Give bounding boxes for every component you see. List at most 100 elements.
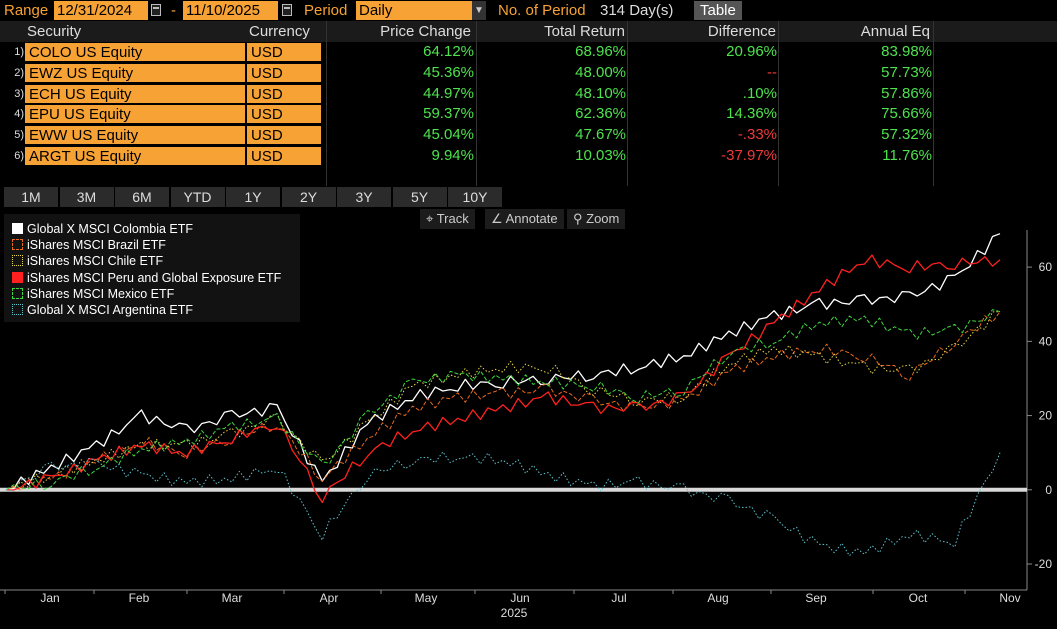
x-tick-label: Feb bbox=[129, 591, 150, 605]
series-line-6 bbox=[5, 451, 1001, 557]
num-period-value: 314 Day(s) bbox=[600, 2, 674, 19]
price-change-cell: 45.04% bbox=[423, 126, 474, 144]
currency-cell[interactable]: USD bbox=[246, 83, 322, 104]
table-button[interactable]: Table bbox=[694, 1, 742, 20]
header-total-return[interactable]: Total Return bbox=[544, 23, 625, 40]
start-calendar-icon[interactable] bbox=[151, 4, 161, 16]
header-price-change[interactable]: Price Change bbox=[380, 23, 471, 40]
difference-cell: 20.96% bbox=[726, 43, 777, 60]
y-tick-label: 60 bbox=[1039, 260, 1053, 274]
x-tick-label: Apr bbox=[320, 591, 339, 605]
magnifier-icon: ⚲ bbox=[573, 211, 587, 226]
header-annual-eq[interactable]: Annual Eq bbox=[860, 23, 930, 40]
annual-eq-cell: 57.86% bbox=[881, 84, 932, 102]
period-button-3m[interactable]: 3M bbox=[59, 187, 114, 207]
price-change-cell: 45.36% bbox=[423, 63, 474, 81]
currency-cell[interactable]: USD bbox=[246, 42, 322, 62]
header-currency[interactable]: Currency bbox=[249, 23, 310, 40]
legend-item[interactable]: Global X MSCI Colombia ETF bbox=[12, 220, 193, 238]
annual-eq-cell: 57.73% bbox=[881, 63, 932, 81]
y-tick-label: 0 bbox=[1045, 483, 1052, 497]
legend-label: iShares MSCI Brazil ETF bbox=[27, 238, 166, 253]
crosshair-icon: ⌖ bbox=[426, 211, 437, 226]
range-dash: - bbox=[171, 2, 176, 19]
table-header-row bbox=[0, 21, 1057, 42]
annual-eq-cell: 57.32% bbox=[881, 126, 932, 144]
x-tick-label: Jul bbox=[611, 591, 626, 605]
range-toolbar: Range 12/31/2024 - 11/10/2025 Period Dai… bbox=[0, 0, 1057, 21]
annual-eq-cell: 11.76% bbox=[882, 147, 932, 164]
num-period-label: No. of Period bbox=[498, 2, 586, 19]
header-difference[interactable]: Difference bbox=[707, 23, 776, 40]
column-divider bbox=[778, 21, 779, 186]
security-cell[interactable]: COLO US Equity bbox=[24, 42, 246, 62]
period-select[interactable]: Daily bbox=[356, 1, 474, 20]
column-divider bbox=[326, 21, 327, 186]
difference-cell: 14.36% bbox=[726, 105, 777, 123]
legend-label: iShares MSCI Peru and Global Exposure ET… bbox=[27, 270, 282, 285]
security-cell[interactable]: ARGT US Equity bbox=[24, 146, 246, 166]
end-date-field[interactable]: 11/10/2025 bbox=[183, 1, 278, 20]
difference-cell: .10% bbox=[742, 84, 777, 102]
price-change-cell: 44.97% bbox=[423, 84, 474, 102]
total-return-cell: 68.96% bbox=[575, 43, 626, 60]
period-button-5y[interactable]: 5Y bbox=[392, 187, 447, 207]
legend-item[interactable]: iShares MSCI Peru and Global Exposure ET… bbox=[12, 269, 281, 287]
track-tool[interactable]: ⌖ Track bbox=[420, 209, 475, 229]
series-line-5 bbox=[5, 309, 1001, 491]
period-label: Period bbox=[304, 2, 348, 19]
end-calendar-icon[interactable] bbox=[282, 4, 292, 16]
price-change-cell: 64.12% bbox=[423, 43, 474, 60]
difference-cell: -.33% bbox=[737, 126, 777, 144]
legend-item[interactable]: iShares MSCI Mexico ETF bbox=[12, 285, 174, 303]
header-security[interactable]: Security bbox=[27, 23, 82, 40]
security-cell[interactable]: EWW US Equity bbox=[24, 125, 246, 146]
period-button-10y[interactable]: 10Y bbox=[448, 187, 502, 207]
annotate-tool[interactable]: ∠ Annotate bbox=[485, 209, 564, 229]
series-line-1 bbox=[5, 233, 1001, 491]
row-number: 2) bbox=[14, 66, 24, 79]
column-divider bbox=[476, 21, 477, 186]
security-cell[interactable]: EWZ US Equity bbox=[24, 62, 246, 83]
period-button-1y[interactable]: 1Y bbox=[226, 187, 280, 207]
y-tick-label: -20 bbox=[1035, 557, 1053, 571]
legend-label: Global X MSCI Argentina ETF bbox=[27, 303, 194, 317]
currency-cell[interactable]: USD bbox=[246, 104, 322, 125]
row-number: 5) bbox=[14, 129, 24, 142]
x-tick-label: Jun bbox=[510, 591, 529, 605]
period-button-6m[interactable]: 6M bbox=[115, 187, 169, 207]
price-change-cell: 9.94% bbox=[431, 147, 474, 164]
series-line-3 bbox=[5, 311, 1001, 491]
period-button-1m[interactable]: 1M bbox=[4, 187, 58, 207]
x-tick-label: Aug bbox=[707, 591, 728, 605]
difference-cell: -37.97% bbox=[721, 147, 777, 164]
x-tick-label: Nov bbox=[999, 591, 1020, 605]
legend-swatch bbox=[12, 287, 23, 299]
currency-cell[interactable]: USD bbox=[246, 125, 322, 146]
start-date-field[interactable]: 12/31/2024 bbox=[54, 1, 148, 20]
x-axis-label: 2025 bbox=[501, 606, 528, 620]
period-button-ytd[interactable]: YTD bbox=[170, 187, 225, 207]
currency-cell[interactable]: USD bbox=[246, 146, 322, 166]
pencil-icon: ∠ bbox=[491, 211, 506, 226]
period-dropdown-icon[interactable]: ▼ bbox=[472, 1, 486, 20]
range-label: Range bbox=[4, 2, 49, 19]
legend-swatch bbox=[12, 271, 23, 283]
period-button-3y[interactable]: 3Y bbox=[337, 187, 391, 207]
security-cell[interactable]: EPU US Equity bbox=[24, 104, 246, 125]
currency-cell[interactable]: USD bbox=[246, 62, 322, 83]
legend-label: Global X MSCI Colombia ETF bbox=[27, 222, 194, 236]
price-change-cell: 59.37% bbox=[423, 105, 474, 123]
period-button-2y[interactable]: 2Y bbox=[281, 187, 336, 207]
legend-item[interactable]: iShares MSCI Chile ETF bbox=[12, 252, 163, 270]
zoom-label: Zoom bbox=[586, 211, 620, 226]
legend-swatch bbox=[12, 304, 23, 315]
legend-item[interactable]: iShares MSCI Brazil ETF bbox=[12, 236, 166, 254]
security-cell[interactable]: ECH US Equity bbox=[24, 83, 246, 104]
row-number: 1) bbox=[14, 46, 24, 58]
zoom-tool[interactable]: ⚲ Zoom bbox=[567, 209, 626, 229]
total-return-cell: 62.36% bbox=[575, 105, 626, 123]
column-divider bbox=[933, 21, 934, 186]
legend-item[interactable]: Global X MSCI Argentina ETF bbox=[12, 301, 193, 319]
annual-eq-cell: 83.98% bbox=[881, 43, 932, 60]
